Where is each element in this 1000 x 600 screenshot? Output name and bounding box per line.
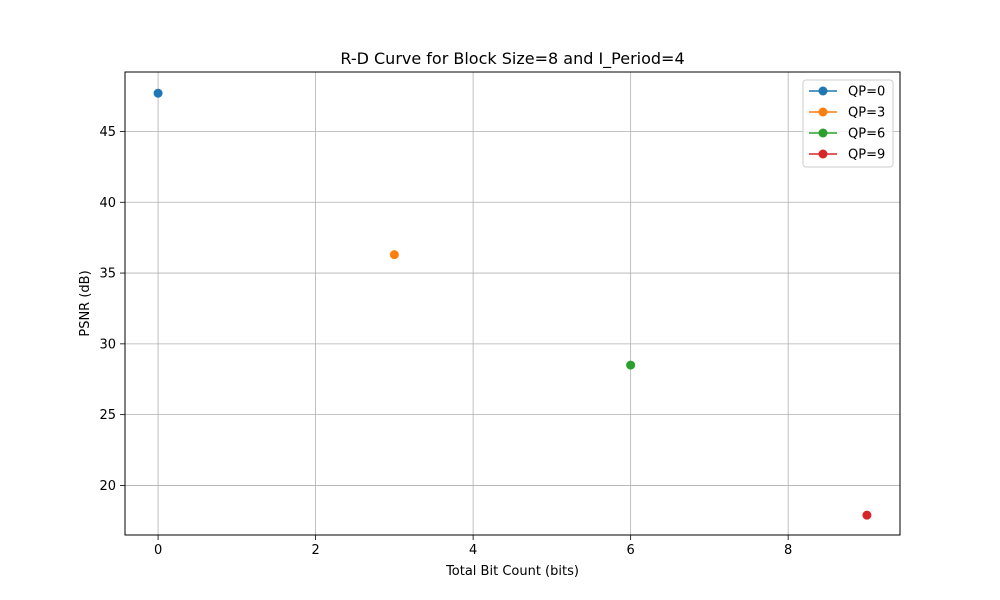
y-tick-label: 20	[99, 479, 116, 494]
legend-marker	[818, 86, 828, 96]
legend-label: QP=3	[848, 106, 885, 121]
y-tick-label: 35	[99, 267, 116, 282]
legend-label: QP=9	[848, 148, 885, 163]
legend-label: QP=0	[848, 85, 885, 100]
x-tick-label: 6	[626, 543, 634, 558]
y-tick-label: 40	[99, 196, 116, 211]
x-tick-label: 2	[311, 543, 319, 558]
y-axis-label: PSNR (dB)	[78, 270, 93, 336]
x-tick-label: 4	[469, 543, 477, 558]
axis-ticks: 0 2 4 6 8 20 25 30 35 40 45	[99, 125, 792, 558]
legend-marker	[818, 107, 828, 117]
data-point	[626, 360, 636, 370]
data-point	[862, 510, 872, 520]
legend-marker	[818, 149, 828, 159]
legend: QP=0 QP=3 QP=6 QP=9	[802, 79, 894, 168]
data-point	[389, 250, 399, 260]
legend-label: QP=6	[848, 127, 885, 142]
legend-entries: QP=0 QP=3 QP=6 QP=9	[809, 85, 885, 163]
y-tick-label: 25	[99, 408, 116, 423]
data-point	[153, 88, 163, 98]
x-tick-label: 8	[784, 543, 792, 558]
axes-frame	[124, 71, 901, 536]
y-tick-label: 45	[99, 125, 116, 140]
x-tick-label: 0	[154, 543, 162, 558]
legend-box	[802, 79, 894, 168]
legend-marker	[818, 128, 828, 138]
plot-series	[153, 88, 872, 520]
grid	[125, 72, 900, 535]
x-axis-label: Total Bit Count (bits)	[445, 564, 579, 579]
y-tick-label: 30	[99, 337, 116, 352]
chart-title: R-D Curve for Block Size=8 and I_Period=…	[340, 49, 684, 69]
